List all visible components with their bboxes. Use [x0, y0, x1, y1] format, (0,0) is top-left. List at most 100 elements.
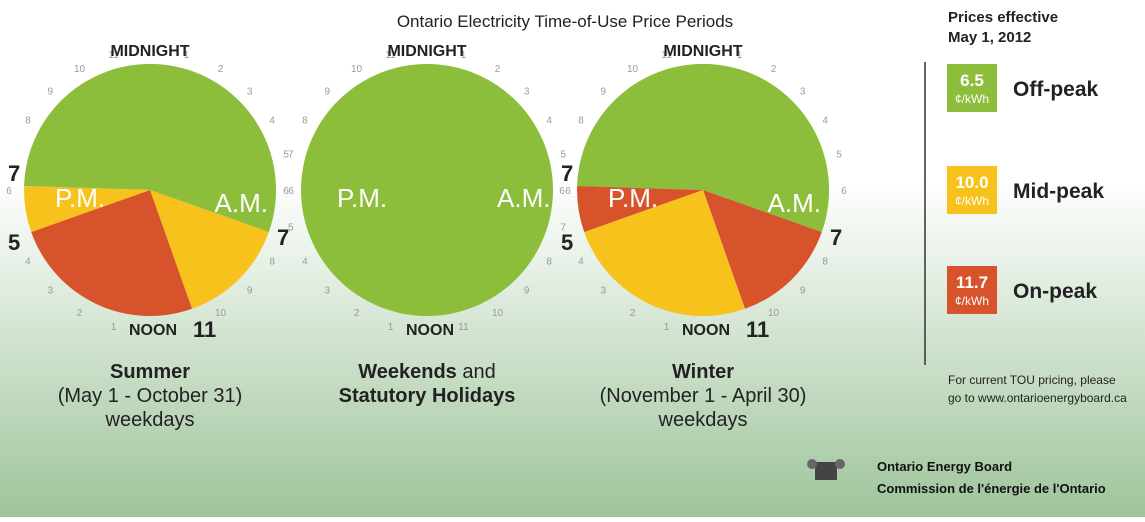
hour-number: 4 [269, 116, 275, 127]
hour-number: 4 [546, 116, 552, 127]
hour-number: 4 [302, 257, 308, 268]
hour-number: 5 [560, 150, 566, 161]
hour-number: 1 [664, 322, 670, 333]
note: go to www.ontarioenergyboard.ca [948, 391, 1127, 405]
midnight-label: MIDNIGHT [387, 43, 466, 60]
off-peak-wedge [24, 63, 277, 232]
hour-mark: 5 [8, 230, 20, 255]
winter-clock [577, 63, 830, 317]
hour-number: 6 [565, 186, 571, 197]
hour-number: 6 [288, 186, 294, 197]
mid-peak-wedge [584, 190, 745, 317]
hour-number: 8 [578, 116, 584, 127]
hour-number: 11 [108, 50, 119, 61]
hour-number: 9 [800, 286, 806, 297]
legend-price: 6.5 [960, 71, 984, 90]
hour-number: 7 [288, 150, 294, 161]
hour-number: 2 [771, 64, 777, 75]
legend-label: Off-peak [1013, 78, 1099, 101]
mid-peak-wedge [24, 186, 150, 232]
hour-number: 9 [524, 286, 530, 297]
legend-unit: ¢/kWh [955, 294, 989, 308]
hour-number: 5 [836, 150, 842, 161]
hour-number: 3 [800, 86, 806, 97]
hour-number: 8 [269, 257, 275, 268]
on-peak-wedge [703, 190, 822, 309]
hour-number: 6 [6, 186, 12, 197]
caption: Winter [672, 361, 734, 383]
am-label: A.M. [215, 188, 268, 218]
hour-number: 6 [283, 186, 289, 197]
caption: Weekends and [358, 361, 496, 383]
off-peak-swatch [947, 64, 997, 112]
caption: weekdays [105, 409, 195, 431]
hour-number: 3 [601, 286, 607, 297]
hour-number: 1 [388, 322, 394, 333]
note: For current TOU pricing, please [948, 373, 1116, 387]
hour-mark: 7 [277, 225, 289, 250]
hour-number: 2 [218, 64, 224, 75]
caption-bold: Weekends [358, 361, 457, 383]
footer-en: Ontario Energy Board [877, 459, 1012, 474]
prices-effective: May 1, 2012 [948, 29, 1031, 46]
caption: weekdays [658, 409, 748, 431]
hour-number: 11 [661, 50, 672, 61]
legend-unit: ¢/kWh [955, 194, 989, 208]
legend-label: On-peak [1013, 280, 1097, 303]
on-peak-wedge [31, 190, 193, 317]
caption-text: and [457, 361, 496, 383]
hour-number: 2 [77, 308, 83, 319]
hour-number: 4 [822, 116, 828, 127]
noon-label: NOON [129, 322, 177, 339]
hour-number: 1 [461, 50, 467, 61]
am-label: A.M. [497, 183, 550, 213]
mid-peak-wedge [150, 190, 269, 309]
hour-mark: 11 [746, 317, 769, 342]
hour-number: 1 [111, 322, 117, 333]
hour-number: 8 [546, 257, 552, 268]
hour-mark: 7 [561, 161, 573, 186]
hour-number: 4 [25, 257, 31, 268]
mid-peak-swatch [947, 166, 997, 214]
hour-mark: 7 [8, 161, 20, 186]
caption: Summer [110, 361, 190, 383]
pm-label: P.M. [608, 183, 658, 213]
midnight-label: MIDNIGHT [663, 43, 742, 60]
crest-supporter [835, 459, 845, 469]
hour-number: 8 [822, 257, 828, 268]
hour-number: 6 [841, 186, 847, 197]
crest-shield [815, 462, 837, 480]
legend-label: Mid-peak [1013, 180, 1104, 203]
hour-number: 11 [458, 322, 469, 333]
hour-number: 9 [48, 86, 54, 97]
on-peak-wedge [577, 186, 703, 232]
crest-supporter [807, 459, 817, 469]
noon-label: NOON [406, 322, 454, 339]
legend-unit: ¢/kWh [955, 92, 989, 106]
am-label: A.M. [768, 188, 821, 218]
hour-number: 10 [351, 64, 363, 75]
hour-number: 3 [524, 86, 530, 97]
hour-number: 11 [385, 50, 396, 61]
hour-number: 7 [560, 222, 566, 233]
summer-clock [24, 63, 277, 317]
hour-number: 10 [74, 64, 86, 75]
hour-mark: 7 [830, 225, 842, 250]
hour-number: 2 [630, 308, 636, 319]
hour-number: 9 [247, 286, 253, 297]
hour-number: 4 [578, 257, 584, 268]
hour-mark: 11 [193, 317, 216, 342]
hour-number: 3 [325, 286, 331, 297]
hour-number: 5 [283, 150, 289, 161]
hour-number: 3 [48, 286, 54, 297]
hour-number: 2 [495, 64, 501, 75]
hour-number: 9 [325, 86, 331, 97]
off-peak-wedge [577, 63, 830, 233]
hour-number: 2 [354, 308, 360, 319]
legend-price: 10.0 [955, 173, 988, 192]
legend-price: 11.7 [956, 273, 988, 292]
hour-number: 1 [737, 50, 743, 61]
hour-number: 1 [184, 50, 190, 61]
midnight-label: MIDNIGHT [110, 43, 189, 60]
